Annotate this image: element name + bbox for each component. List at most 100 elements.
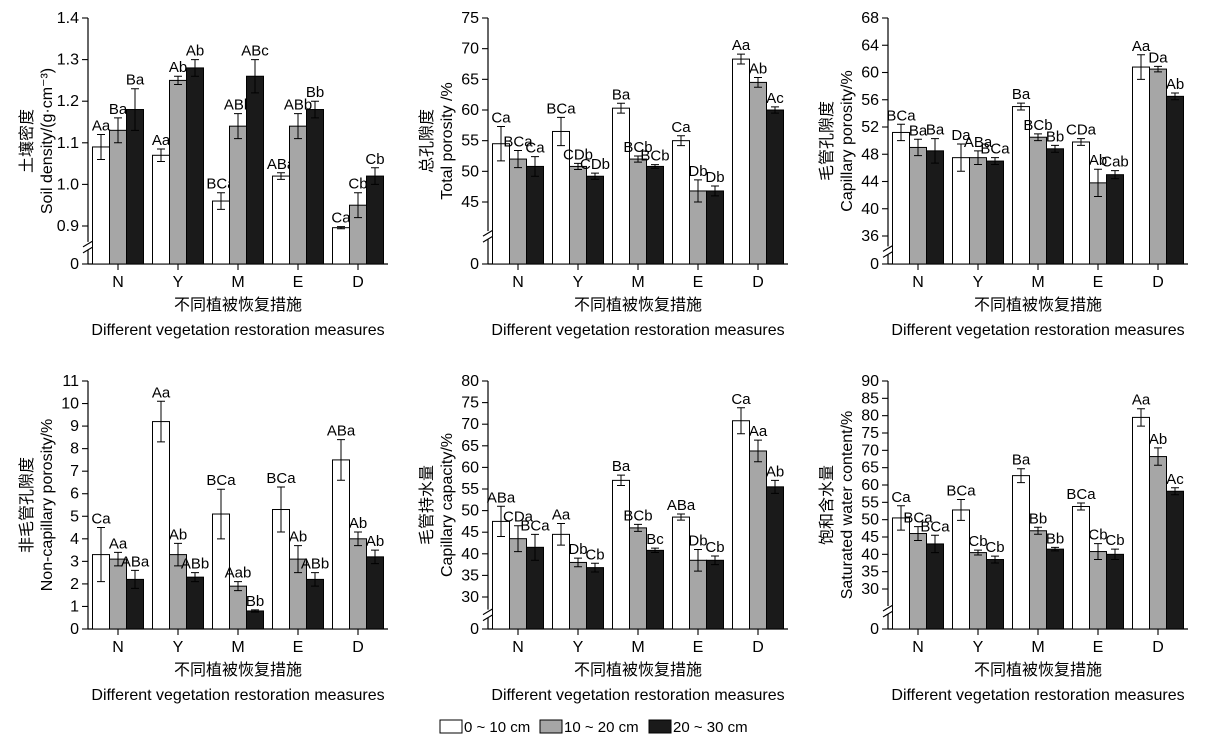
bar-E-series-1: [1072, 141, 1090, 265]
significance-label: Cb: [705, 539, 724, 556]
error-bar: [371, 167, 379, 185]
bar-E-series-1: [672, 516, 690, 630]
bar-E-series-2: [289, 125, 307, 265]
significance-label: Cb: [1088, 527, 1107, 544]
x-tick-label: D: [752, 639, 764, 656]
x-axis-title-cn: 不同植被恢复措施: [974, 660, 1102, 679]
significance-label: Bb: [306, 84, 324, 101]
x-tick-label: E: [1093, 274, 1104, 291]
error-bar: [114, 551, 122, 567]
significance-label: BCa: [206, 472, 236, 489]
y-axis-title-en: Soil density/(g·cm⁻³): [39, 68, 56, 214]
significance-label: Ba: [109, 101, 128, 118]
error-bar: [251, 609, 259, 613]
error-bar: [991, 555, 999, 564]
y-tick-label: 70: [861, 442, 879, 459]
error-bar: [1137, 54, 1145, 80]
y-axis-title-en: Saturated water content/%: [839, 411, 856, 600]
bar-M-series-3: [646, 549, 664, 630]
x-axis-title-en: Different vegetation restoration measure…: [91, 322, 384, 339]
axis-break-mark: [882, 604, 894, 618]
error-bar: [754, 76, 762, 88]
y-tick-label: 45: [461, 524, 479, 541]
bar-M-series-1: [612, 107, 630, 265]
bar-D-series-3: [766, 486, 784, 630]
significance-label: Da: [1148, 49, 1168, 66]
error-bar: [157, 148, 165, 163]
x-tick-label: E: [693, 274, 704, 291]
bar-M-series-2: [1029, 530, 1047, 630]
error-bar: [1154, 447, 1162, 466]
error-bar: [1171, 487, 1179, 496]
error-bar: [711, 185, 719, 197]
bar-M-series-3: [646, 165, 664, 265]
error-bar: [574, 557, 582, 568]
bar-Y-series-3: [586, 567, 604, 630]
significance-label: ABa: [487, 489, 516, 506]
y-tick-label: 0.9: [57, 218, 79, 235]
chart-panel-2: 045505560657075NCaBCaCaYBCaCDbCDbMBaBCbB…: [417, 10, 788, 339]
error-bar: [634, 523, 642, 532]
x-tick-label: N: [512, 639, 524, 656]
significance-label: ABa: [964, 134, 993, 151]
significance-label: ABb: [284, 97, 312, 114]
error-bar: [1094, 543, 1102, 561]
significance-label: BCb: [623, 507, 652, 524]
bar-D-series-2: [1149, 68, 1167, 265]
x-tick-label: E: [293, 639, 304, 656]
bar-N-series-1: [92, 146, 110, 265]
bar-Y-series-2: [969, 157, 987, 265]
significance-label: Aa: [732, 37, 751, 54]
bar-N-series-2: [109, 129, 127, 265]
bar-Y-series-3: [186, 576, 204, 630]
significance-label: Ab: [1166, 76, 1184, 93]
error-bar: [157, 400, 165, 443]
significance-label: Ac: [1166, 471, 1184, 488]
error-bar: [294, 113, 302, 140]
y-tick-label: 60: [461, 459, 479, 476]
significance-label: ABa: [267, 156, 296, 173]
axis-break-gap: [82, 241, 94, 250]
significance-label: BCa: [520, 517, 550, 534]
y-tick-label: 68: [861, 10, 879, 27]
y-tick-label: 60: [461, 102, 479, 119]
bar-D-series-1: [732, 58, 750, 265]
error-bar: [371, 549, 379, 565]
x-tick-label: Y: [973, 639, 984, 656]
bar-D-series-3: [1166, 490, 1184, 630]
chart-panel-6: 030354045505560657075808590NCaBCaBCaYBCa…: [817, 373, 1188, 704]
y-tick-label: 6: [70, 486, 79, 503]
y-tick-label: 50: [861, 512, 879, 529]
error-bar: [234, 113, 242, 140]
error-bar: [694, 179, 702, 203]
error-bar: [354, 192, 362, 219]
bar-N-series-1: [492, 520, 510, 630]
error-bar: [277, 486, 285, 533]
error-bar: [557, 116, 565, 147]
bar-E-series-3: [1106, 553, 1124, 630]
significance-label: BCa: [266, 470, 296, 487]
y-tick-label: 2: [70, 576, 79, 593]
y-tick-label: 90: [861, 373, 879, 390]
significance-label: ABa: [121, 553, 150, 570]
significance-label: Ab: [169, 59, 187, 76]
significance-label: Ba: [909, 122, 928, 139]
bar-N-series-2: [909, 533, 927, 630]
x-tick-label: Y: [573, 639, 584, 656]
y-tick-label: 75: [461, 395, 479, 412]
x-axis-title-cn: 不同植被恢复措施: [574, 660, 702, 679]
bar-D-series-3: [366, 175, 384, 265]
y-axis-title-cn: 总孔隙度: [417, 109, 436, 173]
error-bar: [131, 88, 139, 131]
y-tick-label: 70: [461, 41, 479, 58]
bar-Y-series-1: [152, 154, 170, 265]
x-tick-label: D: [752, 274, 764, 291]
y-axis-title-cn: 非毛管孔隙度: [17, 457, 36, 553]
y-tick-label: 30: [461, 589, 479, 606]
significance-label: BCb: [623, 139, 652, 156]
bar-Y-series-1: [552, 533, 570, 630]
bar-E-series-3: [306, 578, 324, 630]
error-bar: [634, 155, 642, 163]
error-bar: [1051, 546, 1059, 552]
significance-label: Ac: [766, 90, 784, 107]
